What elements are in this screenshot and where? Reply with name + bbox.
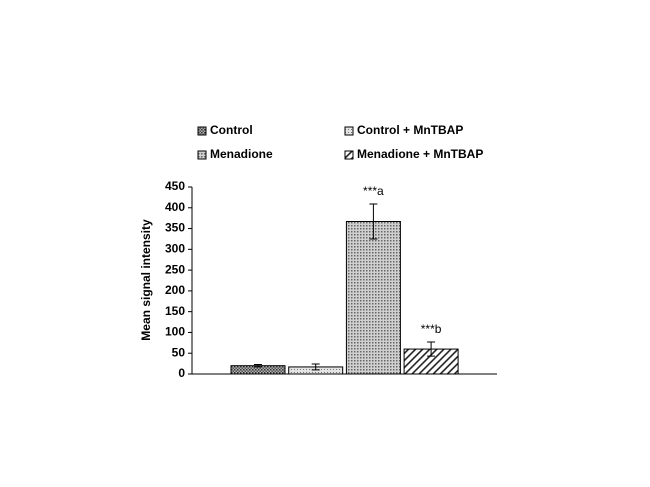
error-bar (369, 203, 378, 240)
y-tick-label: 450 (165, 179, 185, 193)
bar (345, 220, 401, 375)
legend-label: Control + MnTBAP (357, 123, 463, 137)
y-tick-label: 150 (165, 304, 185, 318)
annotation: ***a (363, 184, 384, 198)
y-tick-label: 100 (165, 325, 185, 339)
error-bar (311, 363, 320, 371)
legend-label: Menadione + MnTBAP (357, 147, 483, 161)
legend-label: Menadione (210, 147, 273, 161)
legend-swatch (344, 126, 354, 136)
y-tick-label: 0 (178, 366, 185, 380)
legend-swatch (197, 150, 207, 160)
error-bar (427, 341, 436, 357)
error-bar (254, 363, 262, 368)
y-tick-label: 300 (165, 242, 185, 256)
y-tick-label: 200 (165, 283, 185, 297)
legend-swatch (197, 126, 207, 136)
legend-label: Control (210, 123, 253, 137)
y-tick-label: 350 (165, 221, 185, 235)
y-tick-label: 50 (172, 345, 186, 359)
y-tick-label: 250 (165, 262, 185, 276)
y-axis-label: Mean signal intensity (139, 219, 153, 341)
y-tick-label: 400 (165, 200, 185, 214)
annotation: ***b (421, 322, 442, 336)
legend-swatch (344, 150, 354, 160)
